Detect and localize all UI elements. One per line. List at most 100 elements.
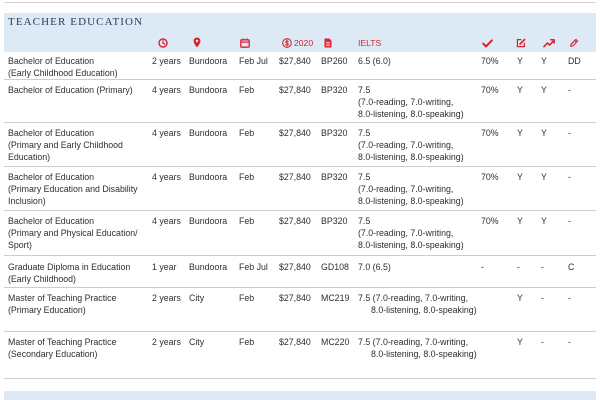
ielts-line: 8.0-listening, 8.0-speaking) [358, 196, 464, 206]
intake: Feb Jul [239, 56, 268, 66]
course-code: BP320 [321, 216, 348, 226]
table-row: Bachelor of Education (Primary Education … [4, 167, 596, 211]
ielts-requirement: 6.5 (6.0) [358, 55, 391, 67]
course-name: Master of Teaching Practice (Primary Educ… [8, 292, 116, 316]
table-row: Bachelor of Education (Primary) 4 years Bu… [4, 80, 596, 123]
course-name: Graduate Diploma in Education (Early Chil… [8, 261, 130, 285]
course-name-line: Graduate Diploma in Education [8, 262, 131, 272]
course-name-line: (Early Childhood Education) [8, 68, 118, 78]
campus-location: Bundoora [189, 216, 228, 226]
ielts-line: 7.5 (7.0-reading, 7.0-writing, [358, 293, 469, 303]
pencil-column-value: - [568, 293, 571, 303]
ielts-line: (7.0-reading, 7.0-writing, [358, 184, 454, 194]
duration: 2 years [152, 56, 181, 66]
edit-column-value: Y [517, 56, 523, 66]
ielts-line: 8.0-listening, 8.0-speaking) [371, 349, 477, 359]
course-name-line: Bachelor of Education (Primary) [8, 85, 133, 95]
campus-location: Bundoora [189, 172, 228, 182]
location-pin-icon [193, 37, 201, 48]
clock-icon [158, 38, 168, 48]
table-row: Graduate Diploma in Education (Early Chil… [4, 256, 596, 288]
course-name-line: (Primary Education) [8, 305, 86, 315]
duration: 1 year [152, 262, 177, 272]
ielts-line: 7.5 [358, 85, 371, 95]
annual-fee: $27,840 [279, 337, 311, 347]
pencil-column-value: - [568, 337, 571, 347]
trend-column-value: Y [541, 172, 547, 182]
next-section-header-band [4, 391, 596, 400]
annual-fee: $27,840 [279, 85, 311, 95]
trend-column-value: - [541, 293, 544, 303]
check-column-value: 70% [481, 56, 499, 66]
ielts-requirement: 7.5 (7.0-reading, 7.0-writing, 8.0-listeni… [358, 84, 464, 120]
course-name-line: (Early Childhood) [8, 274, 76, 284]
trend-column-value: Y [541, 85, 547, 95]
intake: Feb [239, 293, 255, 303]
intake: Feb [239, 172, 255, 182]
duration: 4 years [152, 85, 181, 95]
course-name: Master of Teaching Practice (Secondary Ed… [8, 336, 116, 360]
course-code: MC219 [321, 293, 350, 303]
dollar-circle-icon [282, 38, 292, 48]
section-title: TEACHER EDUCATION [8, 16, 144, 28]
trend-column-value: - [541, 337, 544, 347]
annual-fee: $27,840 [279, 293, 311, 303]
course-name-line: Bachelor of Education [8, 216, 95, 226]
edit-column-value: Y [517, 216, 523, 226]
pencil-column-value: C [568, 262, 575, 272]
ielts-line: 8.0-listening, 8.0-speaking) [358, 109, 464, 119]
course-name-line: (Primary and Physical Education/ [8, 228, 138, 238]
course-name-line: Education) [8, 152, 51, 162]
fee-year-label: 2020 [294, 38, 314, 48]
ielts-line: 7.5 [358, 128, 371, 138]
pencil-icon [569, 38, 579, 48]
edit-icon [516, 38, 526, 48]
campus-location: Bundoora [189, 262, 228, 272]
ielts-requirement: 7.0 (6.5) [358, 261, 391, 273]
ielts-line: 8.0-listening, 8.0-speaking) [371, 305, 477, 315]
calendar-icon [240, 38, 250, 48]
course-name: Bachelor of Education (Primary and Physic… [8, 215, 138, 251]
ielts-label: IELTS [358, 38, 382, 48]
intake: Feb [239, 216, 255, 226]
table-row: Bachelor of Education (Early Childhood Ed… [4, 52, 596, 80]
ielts-line: (7.0-reading, 7.0-writing, [358, 228, 454, 238]
course-name: Bachelor of Education (Early Childhood Ed… [8, 55, 118, 79]
ielts-line: 8.0-listening, 8.0-speaking) [358, 240, 464, 250]
course-name: Bachelor of Education (Primary Education … [8, 171, 138, 207]
ielts-line: 7.0 (6.5) [358, 262, 391, 272]
course-name-line: Master of Teaching Practice [8, 337, 117, 347]
course-name-line: Bachelor of Education [8, 128, 95, 138]
ielts-line: 7.5 [358, 216, 371, 226]
ielts-line: 8.0-listening, 8.0-speaking) [358, 152, 464, 162]
course-name-line: (Primary Education and Disability [8, 184, 138, 194]
course-code: BP320 [321, 85, 348, 95]
course-code: BP320 [321, 172, 348, 182]
check-column-value: 70% [481, 172, 499, 182]
table-row: Master of Teaching Practice (Primary Educ… [4, 288, 596, 332]
course-code: MC220 [321, 337, 350, 347]
course-name-line: Sport) [8, 240, 32, 250]
check-column-value: - [481, 262, 484, 272]
course-name: Bachelor of Education (Primary) [8, 84, 133, 96]
document-icon [324, 38, 332, 48]
ielts-requirement: 7.5 (7.0-reading, 7.0-writing, 8.0-listeni… [358, 171, 464, 207]
edit-column-value: Y [517, 85, 523, 95]
pencil-column-value: DD [568, 56, 581, 66]
campus-location: Bundoora [189, 128, 228, 138]
duration: 4 years [152, 172, 181, 182]
intake: Feb [239, 128, 255, 138]
pencil-column-value: - [568, 85, 571, 95]
annual-fee: $27,840 [279, 128, 311, 138]
trend-column-value: - [541, 262, 544, 272]
course-code: GD108 [321, 262, 349, 272]
ielts-requirement: 7.5 (7.0-reading, 7.0-writing, 8.0-listeni… [358, 215, 464, 251]
pencil-column-value: - [568, 216, 571, 226]
annual-fee: $27,840 [279, 216, 311, 226]
table-row: Bachelor of Education (Primary and Physic… [4, 211, 596, 256]
duration: 2 years [152, 337, 181, 347]
trend-column-value: Y [541, 216, 547, 226]
checkmark-icon [482, 39, 493, 48]
course-code: BP320 [321, 128, 348, 138]
